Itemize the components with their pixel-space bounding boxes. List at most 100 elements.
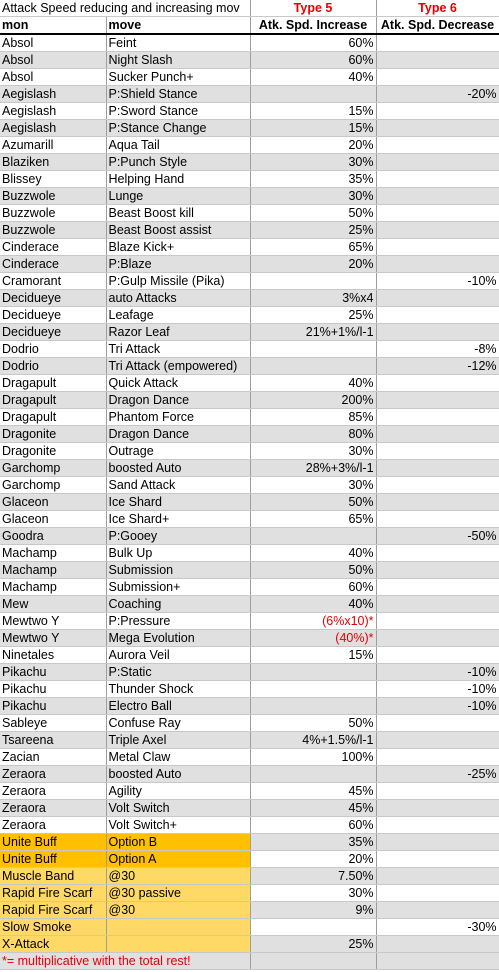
- empty-cell[interactable]: [250, 952, 377, 970]
- cell-mon[interactable]: Blaziken: [0, 153, 107, 171]
- cell-atk-spd-increase[interactable]: 50%: [250, 493, 377, 511]
- cell-move[interactable]: P:Stance Change: [106, 119, 251, 137]
- cell-move[interactable]: Blaze Kick+: [106, 238, 251, 256]
- cell-move[interactable]: Aurora Veil: [106, 646, 251, 664]
- cell-mon[interactable]: X-Attack: [0, 935, 107, 953]
- cell-atk-spd-increase[interactable]: 21%+1%/l-1: [250, 323, 377, 341]
- cell-atk-spd-increase[interactable]: 65%: [250, 238, 377, 256]
- cell-atk-spd-increase[interactable]: 15%: [250, 119, 377, 137]
- cell-mon[interactable]: Decidueye: [0, 323, 107, 341]
- cell-atk-spd-decrease[interactable]: [376, 255, 499, 273]
- cell-mon[interactable]: Aegislash: [0, 102, 107, 120]
- cell-move[interactable]: Mega Evolution: [106, 629, 251, 647]
- cell-move[interactable]: Quick Attack: [106, 374, 251, 392]
- type5-header[interactable]: Type 5: [250, 0, 377, 17]
- cell-atk-spd-increase[interactable]: 20%: [250, 255, 377, 273]
- cell-atk-spd-increase[interactable]: [250, 680, 377, 698]
- cell-move[interactable]: Aqua Tail: [106, 136, 251, 154]
- cell-mon[interactable]: Pikachu: [0, 680, 107, 698]
- header-mon[interactable]: mon: [0, 16, 107, 35]
- cell-atk-spd-decrease[interactable]: -8%: [376, 340, 499, 358]
- cell-move[interactable]: [106, 935, 251, 953]
- cell-atk-spd-increase[interactable]: 30%: [250, 884, 377, 902]
- cell-move[interactable]: Beast Boost assist: [106, 221, 251, 239]
- cell-atk-spd-decrease[interactable]: [376, 476, 499, 494]
- cell-mon[interactable]: Garchomp: [0, 459, 107, 477]
- cell-move[interactable]: Phantom Force: [106, 408, 251, 426]
- cell-mon[interactable]: Azumarill: [0, 136, 107, 154]
- cell-mon[interactable]: Rapid Fire Scarf: [0, 884, 107, 902]
- cell-atk-spd-increase[interactable]: 35%: [250, 833, 377, 851]
- cell-mon[interactable]: Zeraora: [0, 816, 107, 834]
- cell-mon[interactable]: Dragapult: [0, 408, 107, 426]
- cell-atk-spd-decrease[interactable]: [376, 102, 499, 120]
- cell-atk-spd-decrease[interactable]: [376, 391, 499, 409]
- cell-move[interactable]: P:Gooey: [106, 527, 251, 545]
- sheet-title[interactable]: Attack Speed reducing and increasing mov: [0, 0, 251, 17]
- cell-mon[interactable]: Dragonite: [0, 442, 107, 460]
- cell-atk-spd-decrease[interactable]: [376, 731, 499, 749]
- cell-atk-spd-decrease[interactable]: [376, 561, 499, 579]
- cell-move[interactable]: Triple Axel: [106, 731, 251, 749]
- cell-atk-spd-decrease[interactable]: [376, 578, 499, 596]
- cell-atk-spd-increase[interactable]: 200%: [250, 391, 377, 409]
- cell-atk-spd-decrease[interactable]: [376, 714, 499, 732]
- cell-atk-spd-increase[interactable]: (6%x10)*: [250, 612, 377, 630]
- cell-move[interactable]: boosted Auto: [106, 459, 251, 477]
- cell-atk-spd-increase[interactable]: [250, 85, 377, 103]
- cell-atk-spd-increase[interactable]: 3%x4: [250, 289, 377, 307]
- cell-atk-spd-decrease[interactable]: [376, 187, 499, 205]
- cell-move[interactable]: Submission+: [106, 578, 251, 596]
- cell-move[interactable]: Sand Attack: [106, 476, 251, 494]
- cell-move[interactable]: Metal Claw: [106, 748, 251, 766]
- cell-move[interactable]: Ice Shard+: [106, 510, 251, 528]
- cell-mon[interactable]: Unite Buff: [0, 833, 107, 851]
- cell-mon[interactable]: Rapid Fire Scarf: [0, 901, 107, 919]
- cell-mon[interactable]: Zeraora: [0, 799, 107, 817]
- cell-atk-spd-decrease[interactable]: -12%: [376, 357, 499, 375]
- cell-mon[interactable]: Machamp: [0, 544, 107, 562]
- cell-atk-spd-decrease[interactable]: [376, 34, 499, 52]
- cell-move[interactable]: Night Slash: [106, 51, 251, 69]
- cell-move[interactable]: P:Shield Stance: [106, 85, 251, 103]
- cell-move[interactable]: @30: [106, 901, 251, 919]
- footnote[interactable]: *= multiplicative with the total rest!: [0, 952, 251, 970]
- cell-move[interactable]: Option B: [106, 833, 251, 851]
- cell-atk-spd-decrease[interactable]: [376, 867, 499, 885]
- cell-atk-spd-increase[interactable]: 28%+3%/l-1: [250, 459, 377, 477]
- cell-atk-spd-increase[interactable]: 65%: [250, 510, 377, 528]
- cell-move[interactable]: Agility: [106, 782, 251, 800]
- cell-mon[interactable]: Cramorant: [0, 272, 107, 290]
- cell-atk-spd-decrease[interactable]: [376, 595, 499, 613]
- cell-move[interactable]: auto Attacks: [106, 289, 251, 307]
- cell-atk-spd-increase[interactable]: 20%: [250, 136, 377, 154]
- cell-mon[interactable]: Slow Smoke: [0, 918, 107, 936]
- cell-atk-spd-decrease[interactable]: [376, 901, 499, 919]
- cell-atk-spd-increase[interactable]: 80%: [250, 425, 377, 443]
- cell-mon[interactable]: Mewtwo Y: [0, 612, 107, 630]
- cell-move[interactable]: [106, 918, 251, 936]
- cell-mon[interactable]: Glaceon: [0, 510, 107, 528]
- cell-atk-spd-increase[interactable]: [250, 340, 377, 358]
- cell-atk-spd-increase[interactable]: 30%: [250, 476, 377, 494]
- cell-move[interactable]: Feint: [106, 34, 251, 52]
- cell-mon[interactable]: Pikachu: [0, 663, 107, 681]
- cell-atk-spd-decrease[interactable]: [376, 459, 499, 477]
- cell-move[interactable]: P:Pressure: [106, 612, 251, 630]
- cell-atk-spd-increase[interactable]: [250, 765, 377, 783]
- cell-mon[interactable]: Dragapult: [0, 374, 107, 392]
- cell-atk-spd-decrease[interactable]: [376, 833, 499, 851]
- cell-atk-spd-increase[interactable]: 50%: [250, 204, 377, 222]
- cell-atk-spd-decrease[interactable]: [376, 629, 499, 647]
- cell-mon[interactable]: Zeraora: [0, 782, 107, 800]
- cell-atk-spd-decrease[interactable]: [376, 238, 499, 256]
- cell-move[interactable]: Confuse Ray: [106, 714, 251, 732]
- cell-move[interactable]: Volt Switch+: [106, 816, 251, 834]
- cell-mon[interactable]: Absol: [0, 51, 107, 69]
- cell-mon[interactable]: Buzzwole: [0, 221, 107, 239]
- cell-atk-spd-decrease[interactable]: [376, 68, 499, 86]
- cell-atk-spd-decrease[interactable]: [376, 323, 499, 341]
- cell-atk-spd-decrease[interactable]: -50%: [376, 527, 499, 545]
- cell-atk-spd-increase[interactable]: 85%: [250, 408, 377, 426]
- cell-move[interactable]: Dragon Dance: [106, 425, 251, 443]
